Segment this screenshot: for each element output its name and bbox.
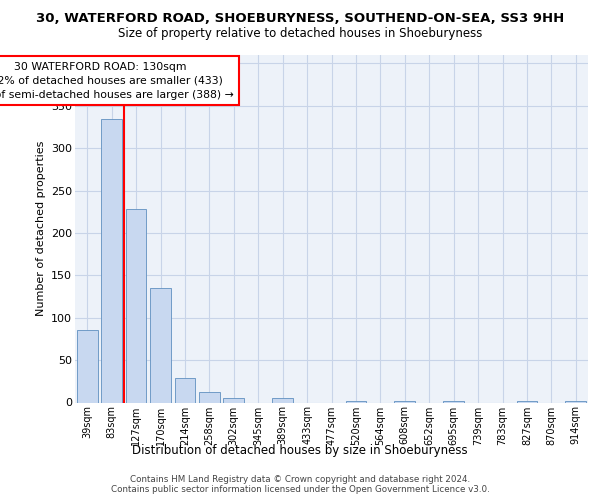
Y-axis label: Number of detached properties: Number of detached properties [35,141,46,316]
Bar [223,398,244,402]
Bar [125,210,146,402]
Text: Contains HM Land Registry data © Crown copyright and database right 2024.
Contai: Contains HM Land Registry data © Crown c… [110,474,490,494]
Bar [394,401,415,402]
Text: 30, WATERFORD ROAD, SHOEBURYNESS, SOUTHEND-ON-SEA, SS3 9HH: 30, WATERFORD ROAD, SHOEBURYNESS, SOUTHE… [36,12,564,26]
Bar [199,392,220,402]
Text: 30 WATERFORD ROAD: 130sqm
← 52% of detached houses are smaller (433)
47% of semi: 30 WATERFORD ROAD: 130sqm ← 52% of detac… [0,62,234,100]
Bar [272,398,293,402]
Bar [565,401,586,402]
Bar [346,401,367,402]
Bar [77,330,98,402]
Bar [175,378,196,402]
Bar [150,288,171,403]
Text: Distribution of detached houses by size in Shoeburyness: Distribution of detached houses by size … [132,444,468,457]
Bar [517,401,538,402]
Text: Size of property relative to detached houses in Shoeburyness: Size of property relative to detached ho… [118,28,482,40]
Bar [101,118,122,403]
Bar [443,401,464,402]
